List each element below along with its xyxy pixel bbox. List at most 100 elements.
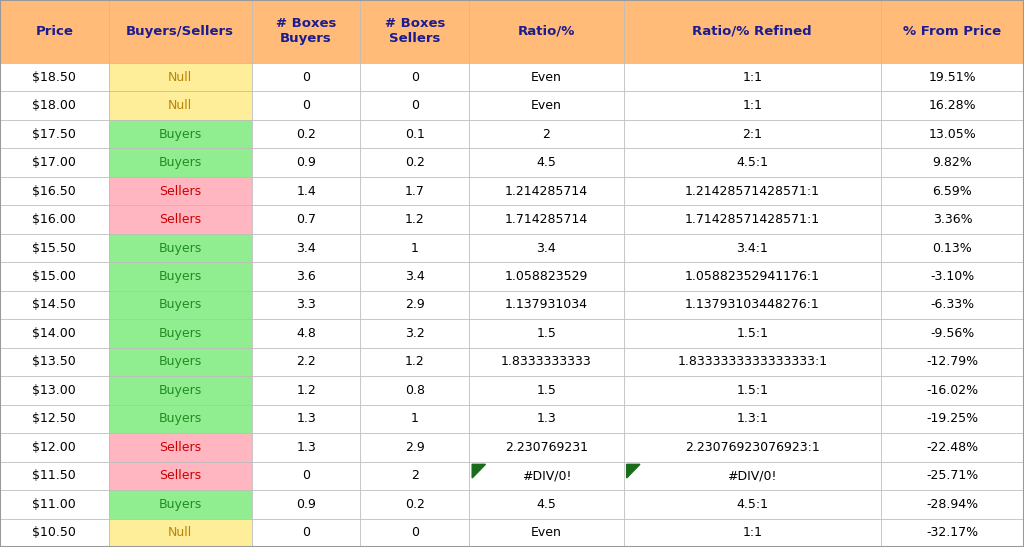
Text: 2.9: 2.9 (404, 299, 425, 311)
Bar (109, 433, 252, 462)
Bar (469, 63, 624, 91)
Bar (469, 290, 624, 319)
Bar (624, 120, 881, 148)
Bar (109, 234, 252, 262)
Text: Buyers: Buyers (159, 241, 202, 254)
Bar (881, 91, 1024, 120)
Bar (109, 319, 252, 348)
Bar (624, 63, 881, 91)
Text: Buyers: Buyers (159, 127, 202, 141)
Bar (0, 319, 109, 348)
Text: -12.79%: -12.79% (927, 356, 979, 369)
Bar (881, 262, 1024, 290)
Text: $14.00: $14.00 (33, 327, 76, 340)
Text: 0: 0 (302, 469, 310, 482)
Bar (109, 63, 252, 91)
Bar (0, 91, 109, 120)
Text: Buyers: Buyers (159, 327, 202, 340)
Bar (109, 177, 252, 205)
Bar (624, 462, 881, 490)
Text: 1.137931034: 1.137931034 (505, 299, 588, 311)
Text: 1.3: 1.3 (296, 412, 316, 426)
Bar (109, 490, 252, 519)
Text: 3.6: 3.6 (296, 270, 316, 283)
Text: 0: 0 (411, 71, 419, 84)
Text: $17.00: $17.00 (33, 156, 76, 169)
Text: 1.5: 1.5 (537, 384, 556, 397)
Bar (469, 348, 624, 376)
Text: -3.10%: -3.10% (931, 270, 975, 283)
Text: #DIV/0!: #DIV/0! (727, 469, 777, 482)
Bar (109, 519, 252, 547)
Bar (881, 348, 1024, 376)
Text: Sellers: Sellers (159, 469, 202, 482)
Text: Buyers: Buyers (159, 356, 202, 369)
Text: 16.28%: 16.28% (929, 99, 976, 112)
Bar (360, 148, 469, 177)
Text: 1.8333333333: 1.8333333333 (501, 356, 592, 369)
Text: 1.3: 1.3 (296, 441, 316, 454)
Bar (881, 433, 1024, 462)
Text: 0: 0 (411, 99, 419, 112)
Polygon shape (472, 464, 485, 478)
Text: 3.4: 3.4 (296, 241, 316, 254)
Text: $10.50: $10.50 (33, 526, 76, 539)
Text: Null: Null (168, 99, 193, 112)
Text: 19.51%: 19.51% (929, 71, 976, 84)
Text: $14.50: $14.50 (33, 299, 76, 311)
Text: 9.82%: 9.82% (933, 156, 973, 169)
Text: 0.9: 0.9 (296, 156, 316, 169)
Text: $15.00: $15.00 (33, 270, 76, 283)
Bar (109, 348, 252, 376)
Text: -25.71%: -25.71% (927, 469, 979, 482)
Text: Buyers: Buyers (159, 384, 202, 397)
Bar (624, 433, 881, 462)
Text: Even: Even (530, 99, 562, 112)
Bar (109, 148, 252, 177)
Bar (0, 290, 109, 319)
Bar (252, 376, 360, 405)
Bar (0, 177, 109, 205)
Text: -6.33%: -6.33% (931, 299, 975, 311)
Bar (624, 205, 881, 234)
Bar (881, 405, 1024, 433)
Text: 1.05882352941176:1: 1.05882352941176:1 (685, 270, 820, 283)
Bar (360, 348, 469, 376)
Text: Price: Price (36, 25, 74, 38)
Text: $12.50: $12.50 (33, 412, 76, 426)
Bar (469, 177, 624, 205)
Bar (624, 177, 881, 205)
Bar (881, 519, 1024, 547)
Text: Buyers/Sellers: Buyers/Sellers (126, 25, 234, 38)
Bar (360, 177, 469, 205)
Bar (252, 63, 360, 91)
Text: $13.00: $13.00 (33, 384, 76, 397)
Bar (360, 290, 469, 319)
Bar (469, 120, 624, 148)
Text: -28.94%: -28.94% (927, 498, 979, 511)
Text: 1.2: 1.2 (404, 213, 425, 226)
Bar (252, 148, 360, 177)
Bar (252, 205, 360, 234)
Bar (881, 120, 1024, 148)
Bar (469, 433, 624, 462)
Text: #DIV/0!: #DIV/0! (521, 469, 571, 482)
Text: 0.7: 0.7 (296, 213, 316, 226)
Bar (469, 262, 624, 290)
Text: 1: 1 (411, 241, 419, 254)
Bar (252, 177, 360, 205)
Bar (881, 148, 1024, 177)
Bar (0, 405, 109, 433)
Bar (252, 120, 360, 148)
Bar (624, 348, 881, 376)
Text: Sellers: Sellers (159, 441, 202, 454)
Text: 2: 2 (411, 469, 419, 482)
Text: 1.5:1: 1.5:1 (736, 327, 768, 340)
Text: $15.50: $15.50 (33, 241, 76, 254)
Bar (0, 376, 109, 405)
Text: $16.50: $16.50 (33, 184, 76, 197)
Bar (360, 91, 469, 120)
Text: 1.714285714: 1.714285714 (505, 213, 588, 226)
Bar (360, 519, 469, 547)
Bar (360, 462, 469, 490)
